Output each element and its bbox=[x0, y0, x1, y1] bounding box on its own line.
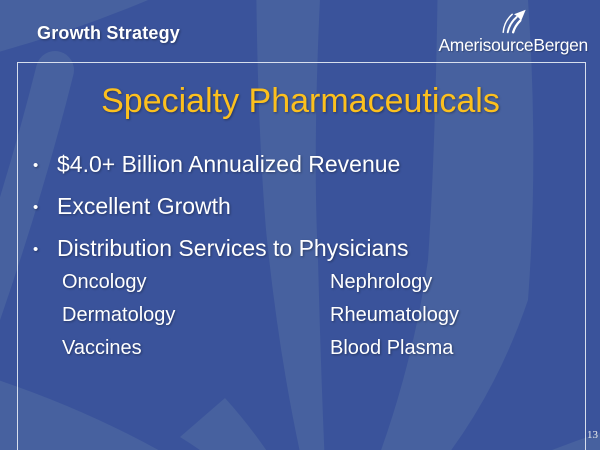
specialty-item: Rheumatology bbox=[330, 304, 459, 326]
bullet-item: • $4.0+ Billion Annualized Revenue bbox=[33, 148, 573, 190]
bullet-item: • Distribution Services to Physicians bbox=[33, 232, 573, 274]
bullet-dot: • bbox=[33, 157, 39, 174]
content-frame bbox=[17, 62, 586, 450]
company-logo: AmerisourceBergen bbox=[418, 8, 588, 56]
bullet-text: Excellent Growth bbox=[57, 193, 231, 219]
specialty-item: Blood Plasma bbox=[330, 337, 454, 359]
specialty-column-right: Nephrology Rheumatology Blood Plasma bbox=[330, 268, 532, 367]
bullet-list: • $4.0+ Billion Annualized Revenue • Excel… bbox=[33, 148, 573, 274]
specialty-item: Nephrology bbox=[330, 271, 433, 293]
bullet-text: $4.0+ Billion Annualized Revenue bbox=[57, 151, 401, 177]
bullet-dot: • bbox=[33, 241, 39, 258]
specialty-item: Dermatology bbox=[62, 304, 176, 326]
header-title: Growth Strategy bbox=[37, 23, 181, 43]
bullet-dot: • bbox=[33, 199, 39, 216]
bullet-text: Distribution Services to Physicians bbox=[57, 235, 409, 261]
slide-title: Specialty Pharmaceuticals bbox=[101, 82, 500, 120]
page-number: 13 bbox=[587, 429, 598, 441]
logo-swoosh-icon bbox=[502, 9, 526, 34]
bullet-item: • Excellent Growth bbox=[33, 190, 573, 232]
specialty-item: Vaccines bbox=[62, 337, 142, 359]
logo-text: AmerisourceBergen bbox=[438, 35, 588, 55]
specialty-column-left: Oncology Dermatology Vaccines bbox=[62, 268, 330, 367]
specialty-item: Oncology bbox=[62, 271, 147, 293]
specialty-columns: Oncology Dermatology Vaccines Nephrology… bbox=[62, 268, 532, 367]
